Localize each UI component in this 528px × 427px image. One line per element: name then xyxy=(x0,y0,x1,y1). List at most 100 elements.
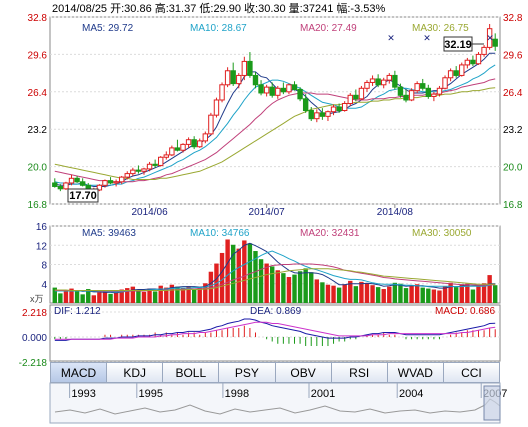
volume-bar xyxy=(314,279,320,303)
volume-bar xyxy=(370,285,375,303)
tab-rsi[interactable]: RSI xyxy=(330,363,387,382)
overview-strip[interactable] xyxy=(49,382,501,424)
volume-bar xyxy=(403,288,409,303)
volume-bar xyxy=(453,287,459,303)
tab-obv[interactable]: OBV xyxy=(274,363,331,382)
candle-body xyxy=(141,168,147,172)
tab-cci[interactable]: CCI xyxy=(442,363,499,382)
candle-body xyxy=(353,94,359,100)
candle-body xyxy=(319,112,326,117)
volume-bar xyxy=(125,288,130,303)
candle-body xyxy=(146,163,153,170)
volume-bar xyxy=(97,292,102,303)
volume-bar xyxy=(175,286,180,303)
volume-bar xyxy=(442,286,448,303)
candle-body xyxy=(135,169,142,172)
volume-bar xyxy=(203,283,208,303)
candle-body xyxy=(213,99,220,116)
volume-bar xyxy=(69,288,74,303)
price-ytick-left: 29.6 xyxy=(28,50,48,61)
candle-body xyxy=(314,112,320,120)
svg-text:✕: ✕ xyxy=(423,34,431,44)
volume-bar xyxy=(487,275,492,303)
candle-body xyxy=(169,147,175,156)
volume-bar xyxy=(180,288,186,303)
volume-bar xyxy=(448,282,453,303)
volume-bar xyxy=(141,291,147,303)
volume-bar xyxy=(86,289,91,303)
candle-body xyxy=(163,154,169,158)
volume-bar xyxy=(493,285,498,303)
candle-body xyxy=(447,70,454,79)
price-ma-line-ma20 xyxy=(54,78,496,183)
candle-body xyxy=(258,84,264,94)
candle-body xyxy=(459,64,465,76)
tab-kdj[interactable]: KDJ xyxy=(106,363,162,382)
candle-body xyxy=(152,163,158,166)
volume-ma-legend-item: MA10: 34766 xyxy=(190,228,250,239)
candle-body xyxy=(263,86,270,94)
candle-body xyxy=(236,74,242,85)
candle-body xyxy=(158,156,164,166)
candle-body xyxy=(341,102,348,112)
tab-psy[interactable]: PSY xyxy=(218,363,274,382)
volume-bar xyxy=(392,282,398,303)
overview-handle[interactable] xyxy=(483,385,501,421)
volume-bar xyxy=(58,293,63,303)
candle-body xyxy=(486,28,493,48)
volume-ma-line-ma30 xyxy=(54,268,496,291)
price-ytick-left: 32.8 xyxy=(28,13,48,24)
tab-macd[interactable]: MACD xyxy=(51,363,107,382)
low-callout-label: 17.70 xyxy=(69,190,97,202)
volume-ytick: 12 xyxy=(36,241,48,252)
candle-body xyxy=(197,140,203,148)
macd-ytick: 2.218 xyxy=(22,308,47,319)
volume-bar xyxy=(108,293,113,303)
candle-body xyxy=(420,83,426,89)
macd-dea-label: DEA: 0.869 xyxy=(250,306,302,317)
volume-bar xyxy=(169,284,175,303)
candle-body xyxy=(381,79,387,86)
volume-bar xyxy=(476,285,481,303)
volume-bar xyxy=(270,266,275,303)
volume-ytick: 4 xyxy=(41,280,47,291)
volume-ma-legend-item: MA5: 39463 xyxy=(82,228,136,239)
candle-body xyxy=(408,90,415,101)
volume-bar xyxy=(91,295,97,303)
price-ytick-right: 26.4 xyxy=(503,88,523,99)
price-ma-line-ma5 xyxy=(54,52,496,187)
macd-line-dif xyxy=(54,318,496,341)
volume-bar xyxy=(191,288,197,303)
candle-body xyxy=(308,110,314,120)
volume-bar xyxy=(236,248,241,303)
candle-body xyxy=(219,84,225,101)
volume-bar xyxy=(225,239,230,303)
volume-bar xyxy=(286,277,292,303)
volume-bar xyxy=(80,294,85,303)
candle-body xyxy=(470,59,476,65)
candle-body xyxy=(180,143,186,151)
candle-body xyxy=(280,87,287,93)
price-ytick-left: 16.8 xyxy=(28,200,48,211)
volume-bar xyxy=(331,285,336,303)
candle-body xyxy=(347,94,353,104)
tab-wvad[interactable]: WVAD xyxy=(386,363,443,382)
volume-bar xyxy=(342,284,347,303)
volume-bar xyxy=(52,287,57,303)
candle-body xyxy=(185,139,192,145)
price-ytick-right: 20.0 xyxy=(503,163,523,174)
price-ma-legend-item: MA5: 29.72 xyxy=(82,23,134,34)
price-ytick-right: 23.2 xyxy=(503,125,523,136)
candle-body xyxy=(425,87,432,97)
volume-ytick: 16 xyxy=(36,222,48,233)
volume-bar xyxy=(136,290,141,303)
volume-bar xyxy=(130,286,136,303)
candle-body xyxy=(52,182,58,187)
volume-bar xyxy=(152,291,158,303)
candle-body xyxy=(124,173,130,178)
volume-bar xyxy=(197,287,202,303)
price-ytick-right: 32.8 xyxy=(503,13,523,24)
volume-bar xyxy=(364,283,370,303)
tab-boll[interactable]: BOLL xyxy=(162,363,218,382)
